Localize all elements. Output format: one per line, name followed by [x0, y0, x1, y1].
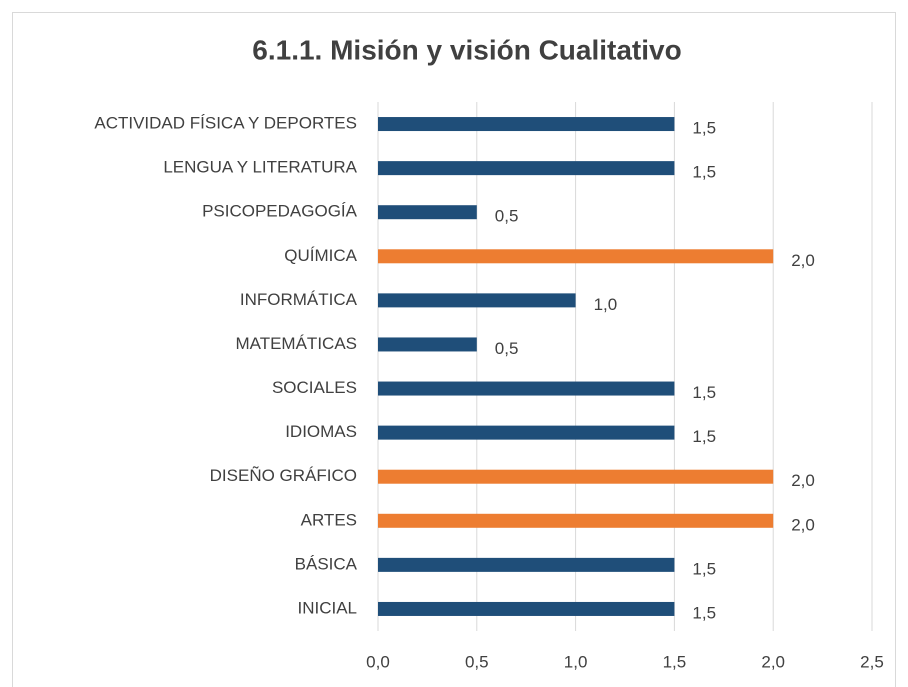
x-tick-label: 1,0 — [564, 652, 588, 671]
data-label: 1,5 — [692, 119, 716, 138]
y-tick-label: QUÍMICA — [284, 246, 357, 265]
data-label: 2,0 — [791, 251, 815, 270]
chart-title: 6.1.1. Misión y visión Cualitativo — [252, 34, 681, 65]
bar — [378, 337, 477, 352]
data-label: 0,5 — [495, 207, 519, 226]
bar — [378, 513, 774, 528]
y-tick-label: DISEÑO GRÁFICO — [210, 466, 357, 485]
y-tick-label: IDIOMAS — [285, 422, 357, 441]
data-label: 1,5 — [692, 603, 716, 622]
data-label: 1,5 — [692, 427, 716, 446]
bar — [378, 425, 675, 440]
data-label: 1,5 — [692, 383, 716, 402]
bar — [378, 469, 774, 484]
bar — [378, 117, 675, 132]
x-tick-label: 1,5 — [663, 652, 687, 671]
y-tick-label: ACTIVIDAD FÍSICA Y DEPORTES — [94, 114, 357, 133]
bar — [378, 205, 477, 220]
x-tick-label: 2,5 — [860, 652, 884, 671]
y-tick-label: SOCIALES — [272, 378, 357, 397]
x-tick-label: 2,0 — [761, 652, 785, 671]
bar — [378, 381, 675, 396]
bar — [378, 601, 675, 616]
y-tick-label: INICIAL — [297, 598, 357, 617]
data-label: 1,0 — [594, 295, 618, 314]
data-label: 2,0 — [791, 471, 815, 490]
x-tick-label: 0,0 — [366, 652, 390, 671]
y-tick-label: BÁSICA — [295, 554, 358, 573]
bar — [378, 249, 774, 264]
y-tick-label: ARTES — [301, 510, 357, 529]
x-tick-label: 0,5 — [465, 652, 489, 671]
y-tick-label: LENGUA Y LITERATURA — [163, 158, 357, 177]
bar — [378, 557, 675, 572]
bar — [378, 161, 675, 176]
y-tick-label: INFORMÁTICA — [240, 290, 358, 309]
y-tick-label: PSICOPEDAGOGÍA — [202, 202, 358, 221]
data-label: 1,5 — [692, 559, 716, 578]
bar — [378, 293, 576, 308]
data-label: 2,0 — [791, 515, 815, 534]
data-label: 0,5 — [495, 339, 519, 358]
data-label: 1,5 — [692, 163, 716, 182]
y-tick-label: MATEMÁTICAS — [235, 334, 357, 353]
